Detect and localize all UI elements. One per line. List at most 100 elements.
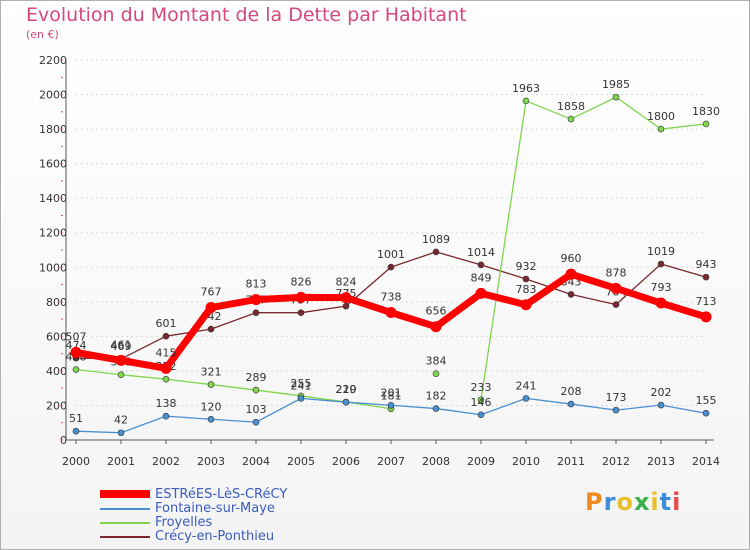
data-label: 1800 <box>647 110 675 123</box>
data-label: 120 <box>201 400 222 413</box>
data-point <box>700 311 712 323</box>
data-label: 146 <box>471 396 492 409</box>
data-label: 849 <box>471 271 492 284</box>
data-label: 241 <box>291 379 312 392</box>
data-point <box>297 309 305 317</box>
data-point <box>117 429 125 437</box>
data-point <box>657 125 665 133</box>
data-point <box>387 263 395 271</box>
x-tick-label: 2012 <box>602 455 630 468</box>
x-tick-label: 2000 <box>62 455 90 468</box>
x-tick-label: 2006 <box>332 455 360 468</box>
data-label: 826 <box>291 275 312 288</box>
data-label: 793 <box>651 281 672 294</box>
data-label: 1001 <box>377 248 405 261</box>
data-point <box>117 371 125 379</box>
data-point <box>477 261 485 269</box>
data-point <box>252 309 260 317</box>
data-point <box>160 362 172 374</box>
data-label: 507 <box>66 330 87 343</box>
x-tick-label: 2013 <box>647 455 675 468</box>
data-point <box>342 398 350 406</box>
data-point <box>207 381 215 388</box>
data-label: 241 <box>516 379 537 392</box>
y-tick-label: 1200 <box>39 227 67 240</box>
series-line <box>480 96 707 401</box>
data-label: 1019 <box>647 245 675 258</box>
x-tick-label: 2001 <box>107 455 135 468</box>
data-point <box>522 395 530 402</box>
y-tick-label: 600 <box>46 330 67 343</box>
data-label: 461 <box>111 338 132 351</box>
chart-title: Evolution du Montant de la Dette par Hab… <box>26 4 467 26</box>
x-tick-label: 2011 <box>557 455 585 468</box>
data-label: 103 <box>246 403 267 416</box>
data-label: 42 <box>114 414 128 427</box>
data-label: 1985 <box>602 78 630 91</box>
data-point <box>612 301 620 308</box>
y-tick-label: 1000 <box>39 261 67 274</box>
data-point <box>522 97 530 105</box>
proxiti-logo: Proxiti <box>585 488 682 516</box>
data-label: 878 <box>606 266 627 279</box>
data-point <box>702 120 710 128</box>
data-label: 1963 <box>512 82 540 95</box>
x-tick-label: 2005 <box>287 455 315 468</box>
data-label: 384 <box>426 355 447 368</box>
data-point <box>387 401 395 409</box>
data-point <box>520 299 532 311</box>
data-label: 960 <box>561 252 582 265</box>
data-label: 155 <box>696 394 717 407</box>
data-label: 219 <box>336 383 357 396</box>
data-point <box>72 366 80 373</box>
y-tick-label: 1800 <box>39 123 67 136</box>
y-tick-label: 0 <box>60 434 67 447</box>
y-tick-label: 200 <box>46 399 67 412</box>
data-label: 202 <box>651 386 672 399</box>
data-label: 474 <box>66 339 87 352</box>
data-point <box>70 346 82 358</box>
data-label: 813 <box>246 278 267 291</box>
data-point <box>385 307 397 319</box>
data-label: 173 <box>606 391 627 404</box>
data-label: 415 <box>156 346 177 359</box>
data-point <box>612 93 620 101</box>
data-point <box>432 405 440 412</box>
data-point <box>207 415 215 423</box>
data-label: 932 <box>516 260 537 273</box>
data-label: 1089 <box>422 233 450 246</box>
data-point <box>475 287 487 299</box>
data-point <box>205 302 217 314</box>
data-point <box>162 412 170 420</box>
data-point <box>430 321 442 333</box>
data-label: 1858 <box>557 100 585 113</box>
data-label: 601 <box>156 317 177 330</box>
data-point <box>252 418 260 426</box>
data-label: 220 <box>336 383 357 396</box>
data-label: 201 <box>381 386 402 399</box>
data-label: 321 <box>201 366 222 379</box>
x-tick-label: 2004 <box>242 455 270 468</box>
x-tick-label: 2003 <box>197 455 225 468</box>
data-point <box>657 401 665 409</box>
data-point <box>115 354 127 366</box>
data-label: 51 <box>69 412 83 425</box>
data-point <box>342 302 350 310</box>
data-label: 783 <box>516 283 537 296</box>
data-point <box>477 396 485 404</box>
data-point <box>477 411 485 419</box>
data-label: 255 <box>291 377 312 390</box>
data-point <box>250 294 262 306</box>
data-point <box>162 375 170 383</box>
data-label: 208 <box>561 385 582 398</box>
data-point <box>657 260 665 268</box>
y-tick-label: 2200 <box>39 54 67 67</box>
data-point <box>295 291 307 303</box>
x-tick-label: 2014 <box>692 455 720 468</box>
x-tick-label: 2007 <box>377 455 405 468</box>
data-point <box>610 282 622 294</box>
legend-swatch-crecy <box>100 536 150 538</box>
data-label: 943 <box>696 258 717 271</box>
data-point <box>207 325 215 333</box>
